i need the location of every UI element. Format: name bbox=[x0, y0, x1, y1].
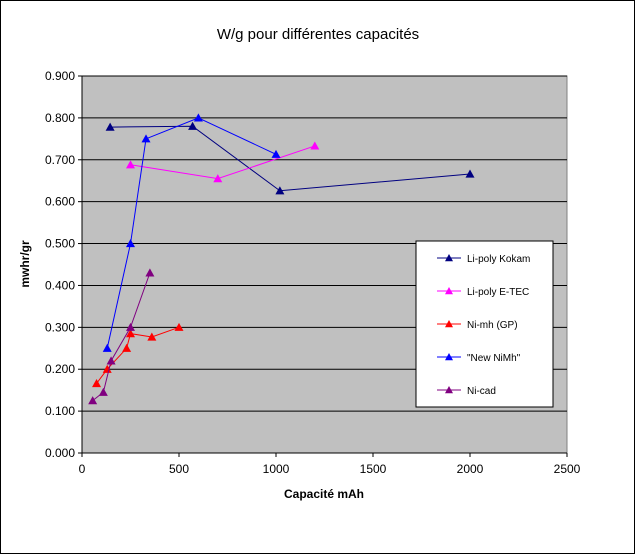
legend-label: "New NiMh" bbox=[467, 353, 521, 364]
legend-marker bbox=[445, 353, 453, 361]
legend-item: Ni-mh (GP) bbox=[437, 320, 518, 331]
legend-items: Li-poly Kokam Li-poly E-TEC Ni-mh (GP) "New… bbox=[437, 254, 530, 397]
data-point bbox=[126, 322, 135, 331]
data-point bbox=[102, 343, 112, 352]
grid-lines bbox=[82, 75, 567, 412]
x-tick-label: 500 bbox=[169, 462, 189, 476]
legend-label: Li-poly Kokam bbox=[467, 254, 530, 265]
x-tick-label: 2000 bbox=[457, 462, 484, 476]
legend-label: Ni-cad bbox=[467, 386, 496, 397]
data-point bbox=[174, 322, 184, 331]
data-point bbox=[88, 396, 98, 405]
y-tick-label: 0.600 bbox=[45, 195, 75, 209]
data-point bbox=[98, 387, 108, 396]
data-point bbox=[102, 364, 112, 373]
y-axis-title: mwhr/gr bbox=[18, 240, 32, 288]
y-tick-label: 0.500 bbox=[45, 237, 75, 251]
series-2 bbox=[92, 322, 184, 388]
y-tick-label: 0.300 bbox=[45, 320, 75, 334]
data-point bbox=[141, 134, 151, 143]
y-tick-label: 0.000 bbox=[45, 446, 75, 460]
chart-title: W/g pour différentes capacités bbox=[217, 26, 419, 43]
x-tick-labels: 0 500 1000 1500 2000 2500 bbox=[79, 462, 581, 476]
data-point bbox=[145, 268, 155, 277]
legend-marker bbox=[445, 320, 453, 328]
legend-marker bbox=[445, 287, 453, 295]
legend-item: Li-poly E-TEC bbox=[437, 287, 529, 298]
series-group bbox=[88, 113, 475, 405]
y-tick-label: 0.900 bbox=[45, 69, 75, 83]
data-point bbox=[213, 174, 223, 183]
data-point bbox=[106, 356, 116, 365]
legend-item: "New NiMh" bbox=[437, 353, 521, 364]
data-point bbox=[92, 378, 102, 388]
x-tick-label: 0 bbox=[79, 462, 86, 476]
legend-marker bbox=[445, 386, 453, 394]
data-point bbox=[465, 169, 475, 178]
data-point bbox=[126, 160, 135, 169]
series-4 bbox=[88, 268, 155, 405]
data-point bbox=[193, 113, 203, 122]
y-tick-label: 0.200 bbox=[45, 362, 75, 376]
legend-label: Ni-mh (GP) bbox=[467, 320, 518, 331]
y-tick-labels: 0.000 0.100 0.200 0.300 0.400 0.500 0.600 0.700… bbox=[45, 69, 75, 460]
legend-label: Li-poly E-TEC bbox=[467, 287, 529, 298]
data-point bbox=[122, 343, 132, 352]
y-tick-label: 0.800 bbox=[45, 111, 75, 125]
legend: Li-poly Kokam Li-poly E-TEC Ni-mh (GP) "New… bbox=[415, 240, 554, 408]
x-axis-title: Capacité mAh bbox=[284, 487, 364, 501]
x-tick-label: 1000 bbox=[263, 462, 290, 476]
data-point bbox=[126, 239, 135, 248]
series-3 bbox=[102, 113, 281, 352]
x-tick-label: 2500 bbox=[554, 462, 581, 476]
data-point bbox=[310, 141, 320, 150]
data-point bbox=[126, 329, 135, 338]
legend-item: Ni-cad bbox=[437, 386, 496, 397]
y-tick-label: 0.400 bbox=[45, 278, 75, 292]
series-0 bbox=[105, 121, 475, 195]
series-1 bbox=[126, 141, 320, 183]
data-point bbox=[275, 186, 285, 195]
series-line bbox=[110, 125, 471, 192]
data-point bbox=[188, 121, 198, 130]
data-point bbox=[147, 332, 157, 341]
y-tick-label: 0.100 bbox=[45, 404, 75, 418]
axes bbox=[78, 75, 568, 457]
legend-item: Li-poly Kokam bbox=[437, 254, 530, 265]
data-point bbox=[105, 122, 115, 131]
x-tick-label: 1500 bbox=[360, 462, 387, 476]
y-tick-label: 0.700 bbox=[45, 153, 75, 167]
data-point bbox=[271, 149, 281, 158]
legend-marker bbox=[445, 254, 453, 262]
